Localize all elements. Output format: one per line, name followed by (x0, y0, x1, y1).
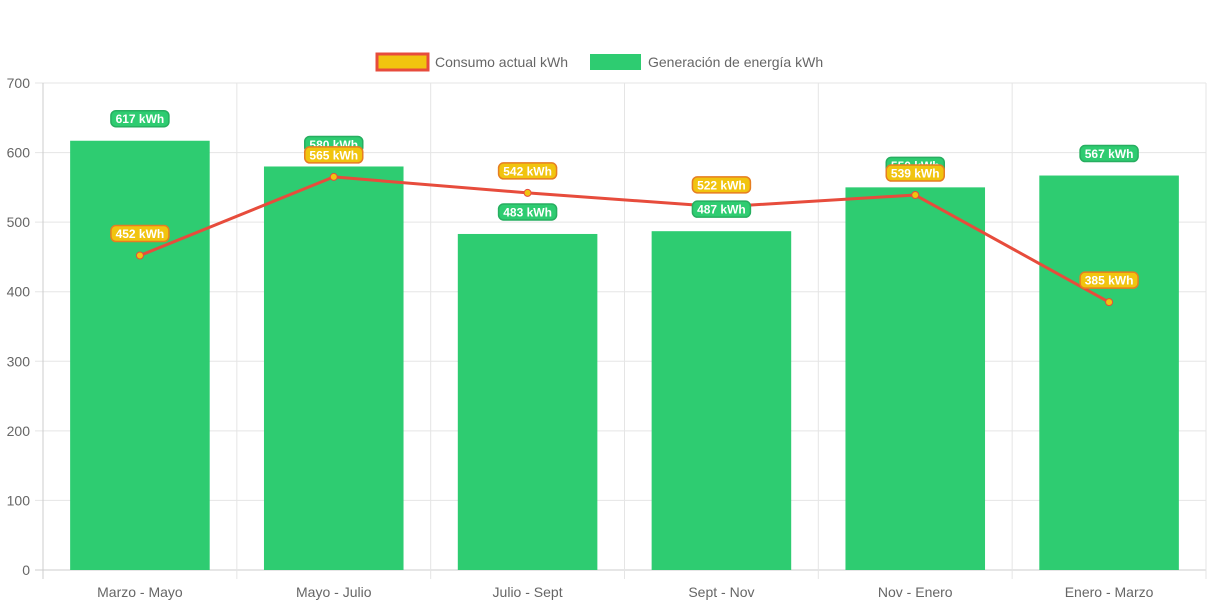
x-tick-label: Julio - Sept (493, 584, 563, 600)
data-label-consumption-text: 542 kWh (503, 164, 552, 178)
bar-generation[interactable] (263, 166, 404, 570)
data-label-consumption: 522 kWh (691, 176, 752, 194)
data-label-generation-box (110, 109, 170, 128)
bar-generation[interactable] (70, 140, 210, 570)
x-tick-label: Sept - Nov (688, 584, 754, 600)
data-label-consumption-text: 539 kWh (891, 167, 940, 181)
bar-generation[interactable] (1039, 175, 1179, 570)
y-tick-label: 0 (22, 562, 30, 578)
consumption-point[interactable] (523, 188, 532, 197)
y-tick-label: 400 (7, 284, 31, 300)
legend-swatch-generation[interactable] (590, 54, 641, 70)
data-label-generation: 483 kWh (497, 203, 558, 221)
data-label-consumption-text: 452 kWh (116, 227, 165, 241)
consumption-point[interactable] (1105, 298, 1114, 307)
data-label-generation: 567 kWh (1079, 144, 1139, 163)
data-label-generation-text: 567 kWh (1085, 147, 1134, 161)
y-tick-label: 500 (7, 214, 31, 230)
y-tick-label: 600 (7, 145, 31, 161)
data-label-consumption-box (691, 176, 752, 194)
consumption-point[interactable] (911, 191, 920, 200)
consumption-point[interactable] (135, 251, 144, 260)
data-label-generation: 617 kWh (110, 109, 170, 128)
data-label-consumption: 542 kWh (497, 162, 558, 180)
consumption-point[interactable] (329, 172, 338, 181)
x-tick-label: Mayo - Julio (296, 584, 372, 600)
data-label-consumption-text: 565 kWh (309, 148, 358, 162)
bar-generation[interactable] (651, 231, 792, 571)
bar-generation[interactable] (845, 187, 986, 570)
data-label-generation-box (1079, 144, 1139, 163)
data-label-generation-text: 483 kWh (503, 205, 552, 219)
x-tick-label: Nov - Enero (878, 584, 953, 600)
data-label-consumption-box (1079, 271, 1139, 289)
data-label-consumption-box (304, 146, 364, 164)
legend: Consumo actual kWh Generación de energía… (375, 52, 823, 72)
data-label-consumption-text: 522 kWh (697, 178, 746, 192)
data-label-generation: 487 kWh (691, 200, 752, 218)
x-tick-label: Enero - Marzo (1065, 584, 1154, 600)
y-tick-label: 200 (7, 423, 31, 439)
y-axis: 0 100 200 300 400 500 600 700 (7, 75, 31, 578)
x-tick-label: Marzo - Mayo (97, 584, 183, 600)
data-label-consumption-text: 385 kWh (1085, 274, 1134, 288)
legend-label-generation[interactable]: Generación de energía kWh (648, 54, 823, 70)
data-label-consumption-box (110, 224, 170, 243)
data-label-consumption: 565 kWh (304, 146, 364, 164)
legend-swatch-consumption[interactable] (375, 52, 430, 72)
data-label-consumption-box (497, 162, 558, 180)
data-label-generation-box (691, 200, 752, 218)
consumption-line (139, 175, 1110, 304)
data-label-generation-text: 617 kWh (116, 112, 165, 126)
data-label-consumption-box (885, 164, 945, 182)
y-tick-label: 100 (7, 492, 31, 508)
bar-series-generation (70, 140, 1179, 571)
data-label-consumption: 452 kWh (110, 224, 170, 243)
bar-generation[interactable] (457, 233, 598, 570)
y-tick-label: 300 (7, 353, 31, 369)
x-axis: Marzo - Mayo Mayo - Julio Julio - Sept Sept… (97, 584, 1154, 600)
data-label-generation-text: 487 kWh (697, 203, 746, 217)
data-label-consumption: 385 kWh (1079, 271, 1139, 289)
data-label-generation-box (497, 203, 558, 221)
data-label-consumption: 539 kWh (885, 164, 945, 182)
legend-label-consumption[interactable]: Consumo actual kWh (435, 54, 568, 70)
y-tick-label: 700 (7, 75, 31, 91)
grid (35, 82, 1207, 579)
